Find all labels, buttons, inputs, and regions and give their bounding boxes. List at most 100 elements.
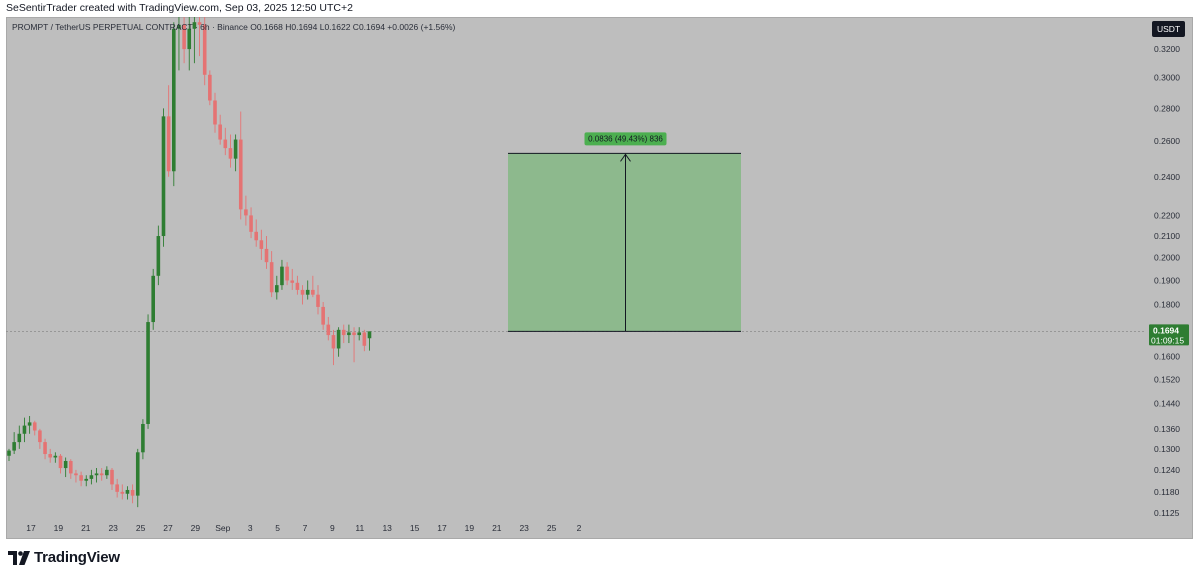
x-tick-label: 19 [465,523,475,533]
candle-down [197,17,202,57]
y-tick-label: 0.2800 [1154,103,1180,113]
candle-body [99,473,104,476]
y-tick-label: 0.2000 [1154,253,1180,263]
x-tick-label: 23 [519,523,529,533]
candle-body [280,266,284,286]
candle-down [254,219,258,247]
candle-body [48,454,52,458]
candle-body [295,282,300,290]
candle-up [357,327,361,341]
candle-up [151,268,155,330]
y-tick-label: 0.1800 [1154,299,1180,309]
symbol-legend: PROMPT / TetherUS PERPETUAL CONTRACT · 6… [12,22,455,32]
candle-body [182,24,186,50]
candle-up [135,448,140,508]
x-tick-label: 19 [54,523,64,533]
candle-down [120,484,125,500]
candle-up [367,331,372,351]
candle-up [336,327,341,357]
candle-body [84,478,89,481]
candle-body [151,275,155,323]
x-tick-label: 23 [108,523,118,533]
candle-up [146,314,150,429]
candle-down [249,207,253,239]
candle-body [311,289,315,295]
candle-up [22,417,27,443]
candle-body [326,324,331,336]
candle-up [275,275,279,300]
x-tick-label: 25 [136,523,146,533]
y-tick-label: 0.1900 [1154,275,1180,285]
x-tick-label: 5 [275,523,280,533]
candle-down [295,275,300,295]
symbol-description: PROMPT / TetherUS PERPETUAL CONTRACT · 6… [12,22,248,32]
candle-body [285,266,289,281]
candle-down [331,329,336,366]
price-chart[interactable]: 0.0836 (49.43%) 836 0.32000.30000.28000.… [6,17,1193,539]
candle-down [228,134,233,168]
candle-down [238,111,243,220]
candle-body [275,285,279,293]
candle-body [331,335,336,349]
candle-body [22,425,27,434]
candle-up [305,280,310,300]
candle-body [187,28,192,50]
candle-body [74,473,78,476]
candle-body [115,484,119,492]
chart-credit: SeSentirTrader created with TradingView.… [6,2,353,14]
measure-arrow-head [620,153,631,162]
y-tick-label: 0.1180 [1154,487,1180,497]
currency-badge[interactable]: USDT [1152,21,1186,37]
candle-down [166,85,171,177]
candle-down [43,438,47,460]
candle-body [367,331,372,339]
last-price-tag-background [1149,324,1189,346]
candle-down [79,471,83,487]
candle-body [223,139,228,149]
y-tick-label: 0.3200 [1154,44,1180,54]
candle-body [197,22,202,25]
candle-body [63,460,68,469]
candle-down [300,285,305,305]
candle-up [84,475,89,487]
candle-body [94,473,99,476]
y-tick-label: 0.1300 [1154,444,1180,454]
candle-up [187,17,192,71]
candle-up [17,425,22,449]
candle-body [43,442,47,455]
candle-up [53,452,58,463]
candle-down [182,17,186,64]
candle-body [53,455,58,458]
candle-down [32,420,37,436]
candle-down [58,454,63,474]
last-price-value: 0.1694 [1153,325,1179,335]
candle-down [213,92,217,133]
candle-up [12,432,16,455]
candle-up [7,448,11,461]
candle-body [192,22,197,29]
target-zone-box [508,153,741,332]
candle-up [172,22,176,187]
candle-body [202,24,207,75]
candle-countdown: 01:09:15 [1151,335,1184,345]
candle-body [7,450,11,456]
y-tick-label: 0.3000 [1154,73,1180,83]
x-tick-label: 29 [191,523,201,533]
y-tick-label: 0.2400 [1154,172,1180,182]
candle-down [352,327,356,363]
candle-body [213,100,217,125]
x-tick-label: 3 [248,523,253,533]
candle-down [285,262,289,286]
candle-body [69,460,73,474]
last-price-tag: 0.1694 01:09:15 [1149,324,1189,346]
tradingview-logo[interactable]: TradingView [8,549,120,566]
candle-up [89,469,94,485]
x-tick-label: 9 [330,523,335,533]
x-tick-label: Sep [215,523,230,533]
candle-down [259,229,264,260]
candle-up [141,419,145,460]
candle-body [362,332,367,346]
tradingview-brand: TradingView [34,549,120,566]
candle-body [89,475,94,479]
y-tick-label: 0.2100 [1154,231,1180,241]
